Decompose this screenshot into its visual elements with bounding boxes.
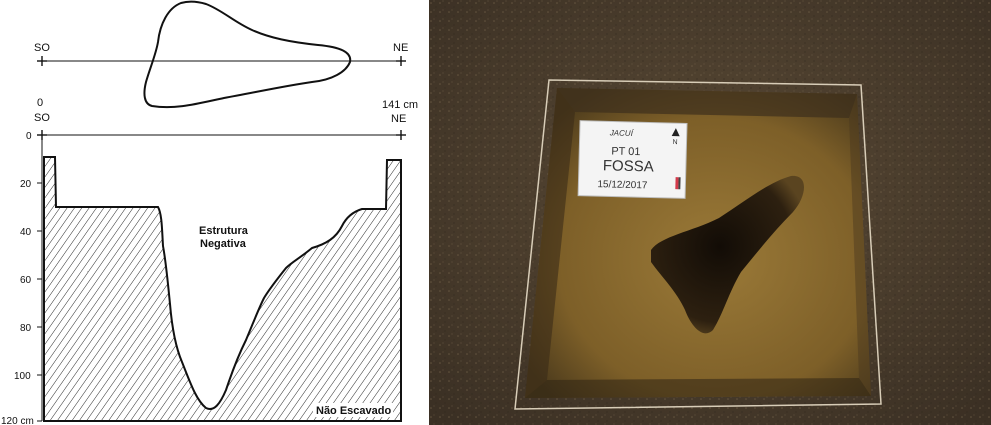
feature-label-line2: Negativa <box>200 238 247 250</box>
depth-tick-80: 80 <box>20 323 32 334</box>
profile-end-label: 141 cm <box>382 99 418 111</box>
plan-feature-outline <box>143 0 352 109</box>
scale-marker-icon <box>675 177 681 190</box>
plan-right-direction: NE <box>393 42 408 54</box>
plan-view: SO NE <box>34 0 408 109</box>
profile-start-label: 0 <box>37 97 43 109</box>
card-feature: FOSSA <box>603 157 654 175</box>
unexcavated-soil <box>43 156 402 422</box>
excavation-photo: JACUÍ PT 01 FOSSA 15/12/2017 N <box>429 0 991 425</box>
profile-view: 0 SO 141 cm NE 0 20 40 60 80 100 120 cm <box>1 97 418 425</box>
grid-string-frame <box>514 79 882 410</box>
card-date: 15/12/2017 <box>597 179 648 191</box>
depth-tick-120: 120 cm <box>1 416 34 425</box>
profile-right-direction: NE <box>391 113 406 125</box>
photo-label-card: JACUÍ PT 01 FOSSA 15/12/2017 N <box>577 120 688 199</box>
depth-tick-60: 60 <box>20 275 32 286</box>
feature-label-line1: Estrutura <box>199 225 249 237</box>
card-site: JACUÍ <box>609 128 635 138</box>
depth-tick-100: 100 <box>14 371 31 382</box>
svg-text:N: N <box>672 139 677 146</box>
excavation-drawing: SO NE 0 SO 141 cm NE <box>1 0 418 425</box>
depth-tick-40: 40 <box>20 227 32 238</box>
depth-tick-20: 20 <box>20 179 32 190</box>
plan-left-direction: SO <box>34 42 50 54</box>
profile-left-direction: SO <box>34 112 50 124</box>
depth-ticks: 0 20 40 60 80 100 120 cm <box>1 131 42 425</box>
depth-tick-0: 0 <box>26 131 32 142</box>
north-arrow-icon: N <box>671 128 680 146</box>
pit-feature-fossa <box>651 175 804 334</box>
unexcavated-label: Não Escavado <box>316 405 391 417</box>
card-unit: PT 01 <box>611 145 640 158</box>
